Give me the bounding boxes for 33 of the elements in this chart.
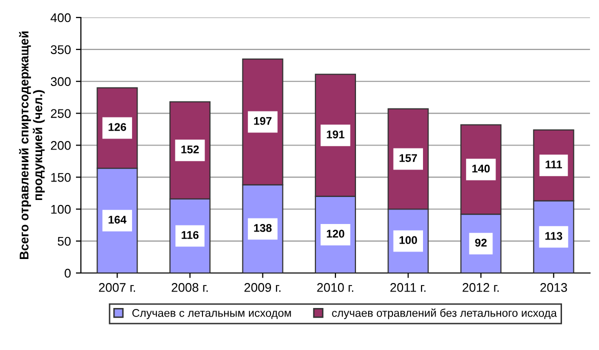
legend-label: случаев отравлений без летального исхода — [332, 308, 557, 320]
data-label: 157 — [400, 154, 417, 162]
y-tick-label: 200 — [50, 141, 71, 150]
y-tick-label: 100 — [51, 204, 71, 214]
data-label: 191 — [326, 130, 344, 138]
y-tick-label: 350 — [50, 45, 71, 54]
y-tick-label: 300 — [50, 77, 71, 86]
x-tick-label: 2010 г. — [317, 283, 354, 292]
y-axis-title: Всего отравлений спиртсодержащей продукцией (чел.) — [19, 31, 45, 260]
legend-label: Случаев с летальным исходом — [132, 309, 291, 320]
data-label: 164 — [108, 216, 126, 224]
data-label: 111 — [546, 160, 562, 168]
y-tick-label: 150 — [51, 172, 71, 182]
data-label: 100 — [400, 236, 417, 244]
y-tick-label: 50 — [58, 236, 71, 246]
y-tick-label: 0 — [64, 268, 71, 278]
data-label: 126 — [108, 123, 126, 131]
x-tick-label: 2011 г. — [390, 283, 426, 292]
data-label: 197 — [254, 117, 272, 125]
y-tick-label: 400 — [50, 13, 71, 22]
y-tick-label: 250 — [50, 109, 71, 118]
data-label: 138 — [254, 224, 272, 232]
x-tick-label: 2007 г. — [98, 283, 135, 292]
data-label: 116 — [182, 231, 199, 239]
x-tick-label: 2012 г. — [462, 283, 499, 292]
data-label: 120 — [326, 230, 344, 238]
data-label: 152 — [181, 145, 199, 154]
x-tick-label: 2008 г. — [172, 283, 208, 292]
data-label: 113 — [545, 232, 562, 240]
x-tick-label: 2009 г. — [244, 283, 280, 292]
data-label: 140 — [472, 164, 490, 173]
x-tick-label: 2013 — [540, 283, 568, 292]
data-label: 92 — [475, 238, 487, 247]
